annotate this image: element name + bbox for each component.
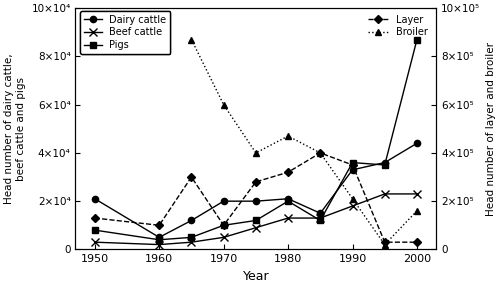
- Beef cattle: [220, 236, 226, 239]
- Dairy cattle: [318, 212, 324, 215]
- Broiler: [285, 134, 291, 138]
- Beef cattle: [382, 192, 388, 196]
- Dairy cattle: [350, 168, 356, 172]
- Beef cattle: [253, 226, 259, 229]
- Layer: [318, 151, 324, 155]
- Layer: [350, 163, 356, 167]
- Layer: [156, 224, 162, 227]
- Layer: [414, 241, 420, 244]
- Beef cattle: [156, 243, 162, 246]
- Line: Pigs: Pigs: [92, 36, 420, 243]
- Dairy cattle: [414, 141, 420, 145]
- Pigs: [253, 219, 259, 222]
- Pigs: [92, 228, 98, 232]
- Beef cattle: [318, 216, 324, 220]
- Broiler: [414, 209, 420, 213]
- Pigs: [382, 163, 388, 167]
- Y-axis label: Head number of dairy cattle,
beef cattle and pigs: Head number of dairy cattle, beef cattle…: [4, 53, 26, 204]
- Layer: [92, 216, 98, 220]
- Pigs: [220, 224, 226, 227]
- Broiler: [253, 151, 259, 155]
- Broiler: [188, 38, 194, 41]
- Broiler: [318, 151, 324, 155]
- Dairy cattle: [253, 199, 259, 203]
- Layer: [220, 224, 226, 227]
- Beef cattle: [350, 204, 356, 208]
- Pigs: [188, 236, 194, 239]
- Beef cattle: [92, 241, 98, 244]
- Pigs: [350, 161, 356, 164]
- Beef cattle: [285, 216, 291, 220]
- Dairy cattle: [188, 219, 194, 222]
- Dairy cattle: [382, 161, 388, 164]
- Layer: [253, 180, 259, 184]
- Dairy cattle: [156, 236, 162, 239]
- Line: Layer: Layer: [92, 150, 420, 245]
- Beef cattle: [414, 192, 420, 196]
- Broiler: [382, 243, 388, 246]
- Pigs: [414, 38, 420, 41]
- Line: Dairy cattle: Dairy cattle: [92, 140, 420, 241]
- Broiler: [350, 197, 356, 201]
- Layer: [285, 170, 291, 174]
- Layer: [382, 241, 388, 244]
- Dairy cattle: [92, 197, 98, 201]
- Broiler: [220, 103, 226, 106]
- Pigs: [285, 199, 291, 203]
- Pigs: [318, 219, 324, 222]
- Y-axis label: Head number of layer and broiler: Head number of layer and broiler: [486, 42, 496, 216]
- Pigs: [156, 238, 162, 241]
- Beef cattle: [188, 241, 194, 244]
- Layer: [188, 175, 194, 179]
- Line: Broiler: Broiler: [188, 36, 420, 248]
- Dairy cattle: [285, 197, 291, 201]
- Line: Beef cattle: Beef cattle: [91, 190, 421, 249]
- X-axis label: Year: Year: [242, 270, 269, 283]
- Legend: Layer, Broiler: Layer, Broiler: [364, 11, 432, 41]
- Legend: Dairy cattle, Beef cattle, Pigs: Dairy cattle, Beef cattle, Pigs: [80, 11, 170, 54]
- Dairy cattle: [220, 199, 226, 203]
